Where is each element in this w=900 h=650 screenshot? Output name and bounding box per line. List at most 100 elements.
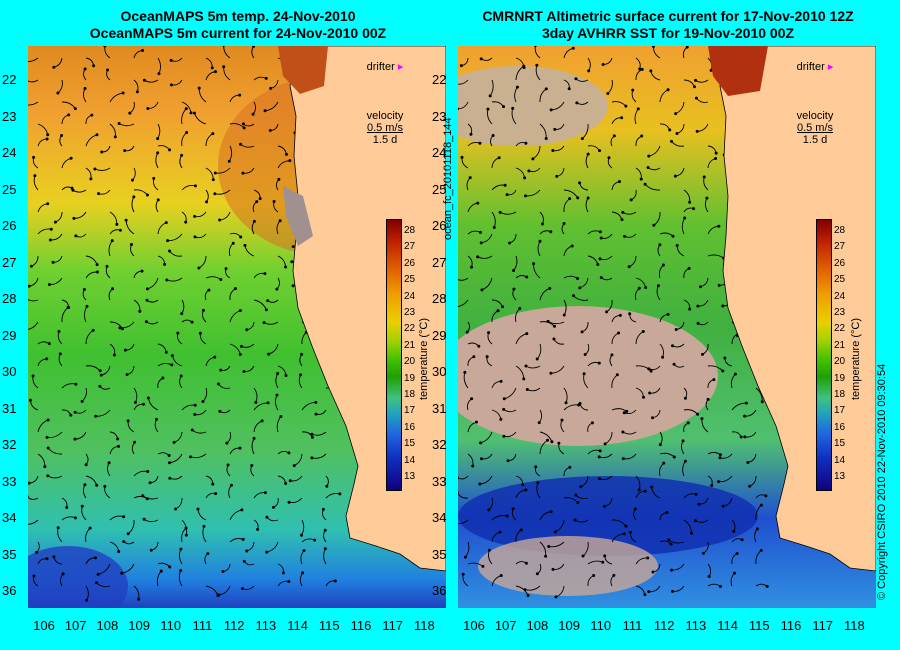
latitude-tick-label: 26 bbox=[432, 218, 447, 233]
current-arrow-head bbox=[524, 488, 528, 492]
current-arrow-head bbox=[578, 402, 582, 406]
current-arrow-head bbox=[95, 483, 99, 487]
colorbar-tick-label: 17 bbox=[834, 405, 846, 417]
current-arrow-head bbox=[32, 574, 36, 578]
current-arrow-head bbox=[213, 171, 217, 175]
colorbar-tick-label: 23 bbox=[404, 307, 416, 318]
colorbar-tick-label: 18 bbox=[404, 389, 416, 400]
current-arrow-head bbox=[124, 218, 128, 222]
current-arrow-head bbox=[719, 584, 723, 588]
longitude-tick-label: 115 bbox=[318, 618, 340, 633]
current-arrow-head bbox=[721, 504, 725, 508]
current-arrow-head bbox=[133, 400, 137, 404]
current-arrow-head bbox=[710, 483, 714, 487]
current-arrow-head bbox=[695, 129, 699, 133]
current-arrow-head bbox=[229, 483, 233, 487]
current-arrow-head bbox=[301, 571, 305, 575]
current-arrow-head bbox=[82, 287, 86, 291]
current-arrow-head bbox=[694, 519, 698, 523]
current-arrow-head bbox=[95, 263, 99, 267]
current-arrow-head bbox=[508, 241, 512, 245]
current-arrow-head bbox=[184, 533, 188, 537]
current-arrow-head bbox=[675, 132, 679, 136]
longitude-tick-label: 107 bbox=[64, 618, 87, 633]
latitude-tick-label: 24 bbox=[2, 145, 17, 160]
current-arrow-head bbox=[471, 464, 475, 468]
current-arrow-head bbox=[168, 249, 172, 253]
current-arrow-head bbox=[597, 361, 601, 365]
current-arrow-head bbox=[617, 331, 621, 335]
current-arrow-head bbox=[245, 328, 249, 332]
colorbar-tick-label: 25 bbox=[834, 274, 846, 286]
current-arrow-head bbox=[74, 234, 78, 238]
current-arrow-head bbox=[622, 411, 626, 415]
current-arrow-head bbox=[522, 377, 526, 381]
left-colorbar-unit: temperature (°C) bbox=[418, 317, 430, 400]
current-arrow-head bbox=[117, 444, 121, 448]
left-map-svg bbox=[28, 46, 446, 608]
current-arrow-head bbox=[300, 352, 304, 356]
current-arrow-head bbox=[239, 344, 243, 348]
current-arrow-head bbox=[46, 133, 50, 137]
current-arrow-head bbox=[525, 332, 529, 336]
current-arrow-head bbox=[661, 263, 665, 267]
current-arrow-head bbox=[712, 378, 716, 382]
current-arrow-head bbox=[564, 401, 568, 405]
current-arrow-head bbox=[640, 134, 644, 138]
latitude-tick-label: 29 bbox=[2, 327, 17, 343]
current-arrow-head bbox=[83, 483, 87, 487]
current-arrow-head bbox=[125, 373, 129, 377]
current-arrow-head bbox=[302, 549, 306, 553]
current-arrow-head bbox=[110, 239, 114, 243]
current-arrow-head bbox=[133, 440, 137, 444]
current-arrow-head bbox=[487, 548, 491, 552]
current-arrow-head bbox=[744, 401, 748, 405]
current-arrow-head bbox=[45, 137, 49, 141]
current-arrow-head bbox=[47, 342, 51, 346]
current-arrow-head bbox=[670, 139, 674, 143]
current-arrow-head bbox=[46, 202, 50, 206]
current-arrow-head bbox=[702, 551, 706, 555]
current-arrow-head bbox=[266, 401, 270, 405]
current-arrow-head bbox=[98, 369, 102, 373]
current-arrow-head bbox=[557, 441, 561, 445]
current-arrow-head bbox=[670, 568, 674, 572]
current-arrow-head bbox=[465, 330, 469, 334]
longitude-tick-label: 118 bbox=[414, 618, 435, 633]
colorbar-tick-label: 13 bbox=[834, 471, 846, 482]
current-arrow-head bbox=[93, 556, 97, 560]
current-arrow-head bbox=[505, 193, 509, 197]
colorbar-tick-label: 24 bbox=[834, 290, 846, 302]
current-arrow-head bbox=[279, 414, 283, 418]
current-arrow-head bbox=[272, 200, 276, 204]
current-arrow-head bbox=[688, 200, 692, 204]
current-arrow-head bbox=[284, 265, 288, 269]
current-arrow-head bbox=[263, 109, 267, 113]
current-arrow-head bbox=[231, 241, 235, 245]
current-arrow-head bbox=[284, 373, 288, 377]
current-arrow-head bbox=[606, 91, 610, 95]
current-arrow-head bbox=[35, 550, 39, 554]
current-arrow-head bbox=[222, 46, 225, 47]
current-streamline bbox=[28, 57, 39, 63]
current-arrow-head bbox=[196, 507, 200, 511]
latitude-tick-label: 35 bbox=[2, 546, 17, 562]
product-id-label: ocean_fc_20101118_144 bbox=[442, 117, 454, 240]
current-arrow-head bbox=[549, 371, 553, 375]
colorbar-tick-label: 28 bbox=[834, 225, 846, 236]
current-arrow-head bbox=[258, 197, 262, 201]
current-arrow-head bbox=[222, 65, 226, 69]
current-arrow-head bbox=[49, 227, 53, 231]
current-arrow-head bbox=[544, 87, 548, 91]
current-arrow-head bbox=[146, 396, 150, 400]
longitude-tick-label: 108 bbox=[96, 618, 119, 633]
longitude-tick-label: 109 bbox=[128, 618, 150, 633]
current-arrow-head bbox=[299, 533, 303, 537]
current-arrow-head bbox=[567, 87, 571, 91]
current-arrow-head bbox=[669, 542, 673, 546]
current-arrow-head bbox=[497, 156, 501, 160]
current-arrow-head bbox=[277, 177, 281, 181]
current-arrow-head bbox=[499, 574, 503, 578]
current-arrow-head bbox=[668, 128, 672, 132]
longitude-tick-label: 117 bbox=[382, 618, 404, 633]
